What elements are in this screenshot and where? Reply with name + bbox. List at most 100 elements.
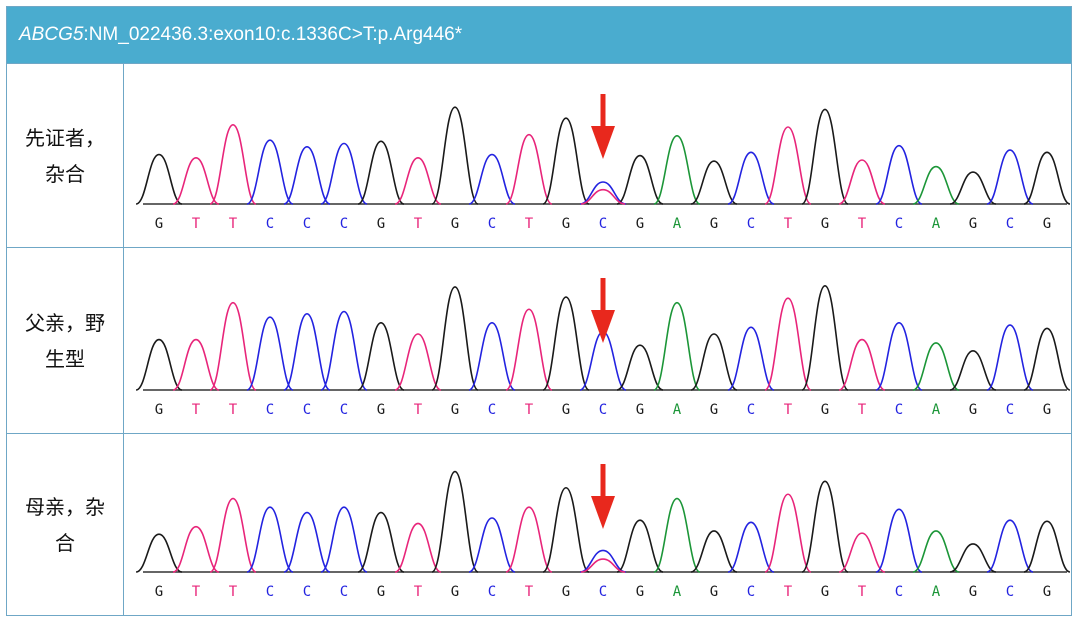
- base-call: G: [451, 584, 459, 600]
- peak-T: [209, 123, 257, 205]
- base-call: G: [1043, 584, 1051, 600]
- base-call: A: [932, 584, 941, 600]
- base-call: T: [229, 402, 238, 418]
- peak-C: [283, 145, 331, 205]
- peak-C: [727, 521, 775, 573]
- base-call: A: [673, 216, 682, 232]
- base-call: C: [1006, 584, 1014, 600]
- peak-C: [727, 326, 775, 391]
- row-label-cell: 母亲，杂合: [7, 434, 124, 615]
- base-call: C: [747, 584, 755, 600]
- peak-C: [986, 324, 1034, 391]
- base-call: G: [821, 216, 829, 232]
- peak-T: [505, 308, 553, 391]
- peak-A: [912, 530, 960, 573]
- base-call: T: [858, 402, 867, 418]
- base-call: G: [562, 216, 570, 232]
- base-call: C: [747, 216, 755, 232]
- base-call: C: [266, 402, 274, 418]
- base-call: C: [266, 584, 274, 600]
- base-call: C: [1006, 216, 1014, 232]
- peak-C: [875, 144, 923, 205]
- peak-T: [764, 126, 812, 205]
- peak-G: [135, 533, 183, 573]
- base-call: G: [377, 216, 385, 232]
- base-call: C: [488, 216, 496, 232]
- peak-C: [875, 508, 923, 573]
- peak-G: [357, 140, 405, 205]
- peak-A: [653, 134, 701, 205]
- base-call: C: [599, 584, 607, 600]
- base-call: G: [155, 584, 163, 600]
- gene-name: ABCG5: [19, 24, 84, 45]
- base-call: T: [525, 402, 534, 418]
- base-call: A: [673, 402, 682, 418]
- peak-C: [986, 149, 1034, 205]
- peak-G: [431, 286, 479, 391]
- peak-G: [949, 349, 997, 391]
- base-call: T: [784, 216, 793, 232]
- base-call: C: [303, 216, 311, 232]
- peak-T: [505, 133, 553, 205]
- peak-C: [986, 519, 1034, 573]
- peak-G: [357, 321, 405, 391]
- row-label-cell: 先证者，杂合: [7, 64, 124, 247]
- peak-C: [579, 549, 627, 573]
- base-call: G: [562, 584, 570, 600]
- base-call: G: [636, 584, 644, 600]
- base-call: C: [340, 402, 348, 418]
- base-call: C: [599, 402, 607, 418]
- peak-G: [357, 511, 405, 573]
- base-call: G: [1043, 216, 1051, 232]
- peak-G: [616, 519, 664, 573]
- peak-C: [727, 151, 775, 205]
- peak-C: [246, 506, 294, 573]
- base-call: C: [303, 584, 311, 600]
- base-call: C: [1006, 402, 1014, 418]
- peak-G: [542, 486, 590, 573]
- base-call: G: [969, 216, 977, 232]
- base-call: G: [1043, 402, 1051, 418]
- peak-G: [1023, 151, 1071, 205]
- peak-G: [431, 106, 479, 205]
- peak-C: [468, 153, 516, 205]
- base-call: T: [784, 402, 793, 418]
- base-call: T: [192, 402, 201, 418]
- peak-C: [283, 511, 331, 573]
- secondary-peak-T: [580, 188, 626, 205]
- base-call: C: [340, 584, 348, 600]
- base-call: G: [969, 402, 977, 418]
- base-call: C: [340, 216, 348, 232]
- peak-C: [320, 310, 368, 391]
- peak-T: [394, 522, 442, 573]
- base-call: A: [932, 216, 941, 232]
- peak-C: [246, 316, 294, 391]
- base-call: T: [784, 584, 793, 600]
- peak-T: [764, 297, 812, 391]
- base-call: G: [451, 402, 459, 418]
- peak-T: [838, 159, 886, 205]
- base-call: G: [155, 216, 163, 232]
- base-call: T: [858, 584, 867, 600]
- peak-G: [616, 344, 664, 391]
- base-call: G: [710, 216, 718, 232]
- base-call: T: [525, 216, 534, 232]
- peak-G: [690, 530, 738, 573]
- variant-arrow-icon: [591, 464, 615, 529]
- peak-T: [838, 532, 886, 573]
- peak-G: [801, 108, 849, 205]
- peak-T: [394, 156, 442, 205]
- peak-A: [912, 342, 960, 391]
- peak-G: [616, 154, 664, 205]
- base-call: T: [192, 584, 201, 600]
- base-call: T: [229, 584, 238, 600]
- row-label: 先证者，杂合: [25, 125, 105, 186]
- peak-C: [320, 506, 368, 573]
- base-call: T: [858, 216, 867, 232]
- peak-C: [320, 142, 368, 205]
